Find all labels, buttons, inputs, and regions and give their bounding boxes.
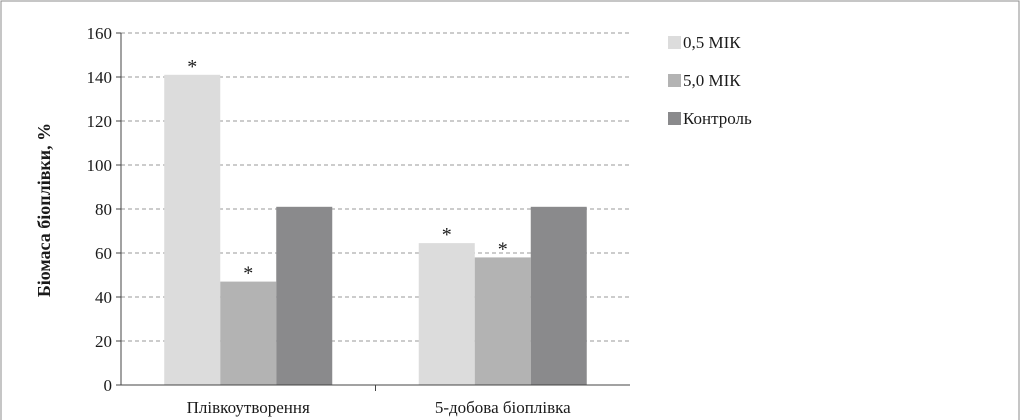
y-tick-label: 160	[87, 24, 113, 43]
y-tick-label: 60	[95, 244, 112, 263]
legend-swatch	[668, 74, 681, 87]
bar	[220, 281, 277, 385]
bars	[164, 74, 587, 386]
bar	[474, 257, 531, 385]
y-tick-label: 140	[87, 68, 113, 87]
bar	[530, 206, 587, 385]
significance-star: *	[498, 238, 508, 260]
y-tick-label: 0	[104, 376, 113, 395]
significance-annotations: * * * *	[187, 56, 508, 285]
x-category-labels: Плівкоутворення 5-добова біоплівка	[187, 398, 571, 417]
y-tick-label: 100	[87, 156, 113, 175]
legend-swatch	[668, 36, 681, 49]
y-tick-label: 120	[87, 112, 113, 131]
legend-entry: 5,0 МІК	[683, 71, 741, 90]
legend-swatch	[668, 112, 681, 125]
legend-entry: Контроль	[683, 109, 752, 128]
y-axis-label: Біомаса біоплівки, %	[34, 123, 54, 297]
y-tick-label: 40	[95, 288, 112, 307]
bar	[418, 243, 475, 385]
x-category-label: 5-добова біоплівка	[435, 398, 571, 417]
x-category-label: Плівкоутворення	[187, 398, 310, 417]
y-tick-label: 80	[95, 200, 112, 219]
significance-star: *	[442, 224, 452, 246]
y-tick-labels: 0 20 40 60 80 100 120 140 160	[87, 24, 113, 395]
legend-entry: 0,5 МІК	[683, 33, 741, 52]
axes	[120, 33, 630, 391]
y-tick-label: 20	[95, 332, 112, 351]
bar	[164, 74, 221, 386]
significance-star: *	[187, 56, 197, 78]
significance-star: *	[243, 263, 253, 285]
bar	[276, 206, 333, 385]
legend: 0,5 МІК 5,0 МІК Контроль	[668, 33, 752, 128]
